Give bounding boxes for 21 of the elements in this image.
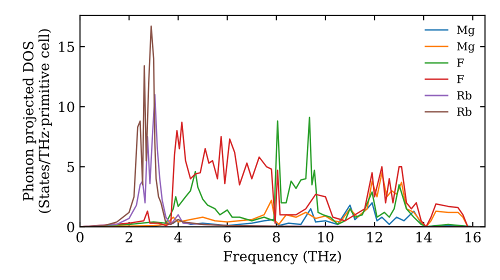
x-tick-label: 12 xyxy=(367,232,382,242)
legend-label: F xyxy=(457,74,464,84)
x-tick-label: 14 xyxy=(416,232,432,242)
legend-label: Rb xyxy=(457,107,472,116)
x-tick-label: 4 xyxy=(174,232,182,242)
x-tick-label: 0 xyxy=(76,232,84,242)
y-axis-title: Phonon projected DOS (States/THz·primitive cell) xyxy=(22,29,52,213)
x-tick-label: 16 xyxy=(466,232,481,242)
y-tick-label: 5 xyxy=(67,162,74,172)
x-tick-label: 8 xyxy=(272,232,280,242)
legend-label: Mg xyxy=(457,42,475,53)
x-axis-title: Frequency (THz) xyxy=(224,250,341,264)
legend-label: Rb xyxy=(457,90,472,100)
legend-label: Mg xyxy=(457,26,475,36)
legend-label: F xyxy=(457,58,464,67)
x-tick-label: 2 xyxy=(126,232,132,242)
y-tick-label: 0 xyxy=(67,222,74,232)
y-tick-label: 15 xyxy=(59,42,74,52)
x-tick-label: 10 xyxy=(318,232,334,242)
x-tick-label: 6 xyxy=(224,232,231,242)
y-tick-label: 10 xyxy=(59,102,74,112)
